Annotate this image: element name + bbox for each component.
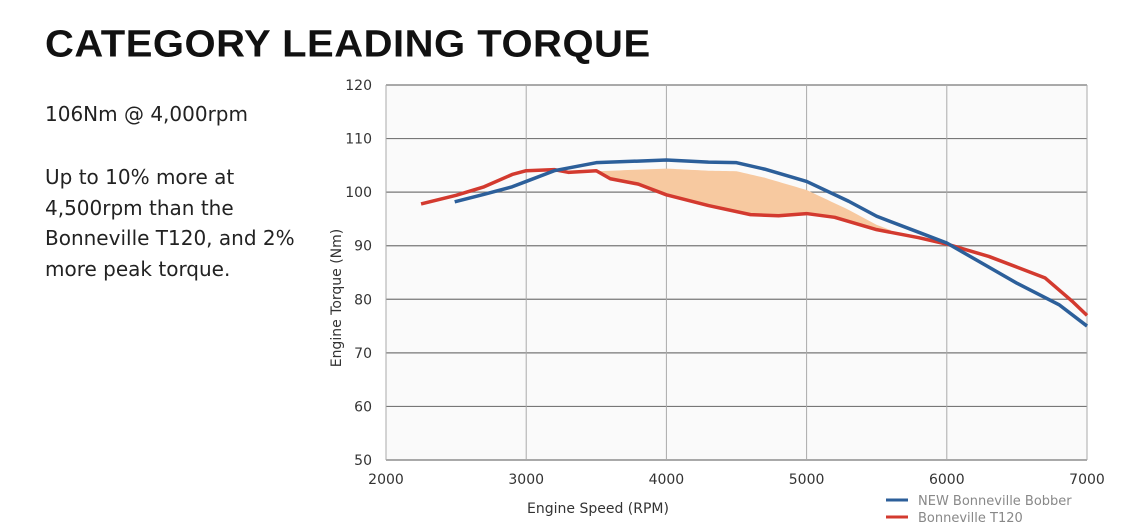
- y-tick-label: 60: [354, 399, 372, 415]
- legend-label-bobber: NEW Bonneville Bobber: [918, 494, 1072, 509]
- page-title: CATEGORY LEADING TORQUE: [45, 23, 651, 65]
- x-tick-label: 3000: [508, 472, 544, 488]
- peak-torque-stat: 106Nm @ 4,000rpm: [45, 102, 248, 126]
- x-tick-label: 7000: [1069, 472, 1105, 488]
- y-axis-label: Engine Torque (Nm): [329, 229, 345, 368]
- x-tick-label: 2000: [368, 472, 404, 488]
- y-tick-label: 120: [345, 78, 372, 94]
- y-tick-label: 110: [345, 132, 372, 148]
- series-line-t120: [420, 167, 1089, 317]
- x-axis-label: Engine Speed (RPM): [527, 501, 669, 517]
- x-tick-label: 4000: [649, 472, 685, 488]
- torque-description: Up to 10% more at 4,500rpm than the Bonn…: [45, 165, 295, 281]
- y-tick-label: 90: [354, 239, 372, 255]
- y-tick-label: 80: [354, 292, 372, 308]
- plot-area: [386, 85, 1087, 460]
- legend-label-t120: Bonneville T120: [918, 511, 1023, 526]
- y-tick-label: 50: [354, 453, 372, 469]
- series-line-bobber: [454, 158, 1089, 328]
- legend: NEW Bonneville Bobber Bonneville T120: [886, 494, 1072, 526]
- x-tick-label: 5000: [789, 472, 825, 488]
- y-tick-label: 100: [345, 185, 372, 201]
- torque-gain-area: [599, 168, 891, 233]
- y-tick-label: 70: [354, 346, 372, 362]
- x-tick-label: 6000: [929, 472, 965, 488]
